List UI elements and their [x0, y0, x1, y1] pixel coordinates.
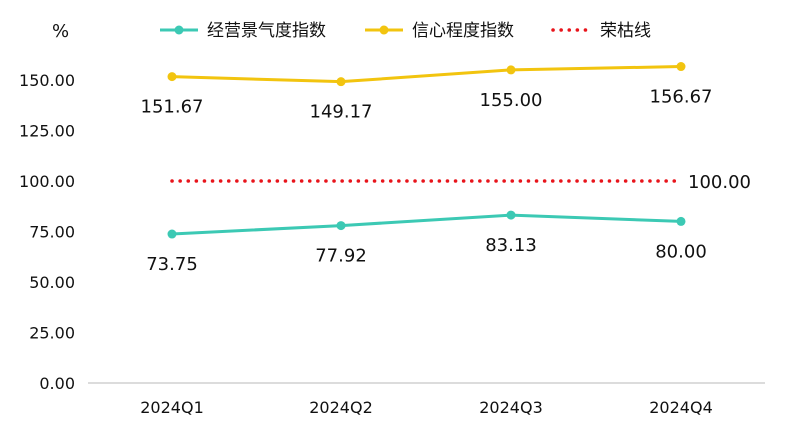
- y-tick-label: 75.00: [29, 223, 75, 242]
- data-point: [336, 221, 346, 231]
- x-tick-label: 2024Q1: [140, 398, 204, 417]
- series-layer: [167, 62, 686, 239]
- y-tick-label: 125.00: [19, 122, 75, 141]
- legend-marker: [174, 25, 184, 35]
- data-point: [336, 77, 346, 87]
- y-axis: 0.00 25.00 50.00 75.00 100.00 125.00 150.00: [19, 71, 75, 393]
- data-label: 83.13: [485, 235, 537, 256]
- series-line-jingying: [171, 213, 682, 236]
- data-label: 149.17: [310, 102, 373, 123]
- data-label: 73.75: [146, 254, 198, 275]
- data-point: [676, 216, 686, 226]
- data-label: 156.67: [650, 87, 713, 108]
- y-tick-label: 25.00: [29, 324, 75, 343]
- y-unit-label: %: [52, 21, 69, 42]
- x-axis: 2024Q1 2024Q2 2024Q3 2024Q4: [140, 398, 713, 417]
- data-point: [676, 62, 686, 72]
- y-tick-label: 50.00: [29, 273, 75, 292]
- data-labels: 73.75 77.92 83.13 80.00 151.67 149.17 155.00 15…: [141, 87, 751, 275]
- x-tick-label: 2024Q3: [479, 398, 543, 417]
- data-label: 151.67: [141, 97, 204, 118]
- data-label: 80.00: [655, 241, 707, 262]
- series-line-xinxin: [171, 65, 682, 84]
- legend-label: 荣枯线: [600, 21, 651, 41]
- legend-label: 信心程度指数: [412, 21, 514, 41]
- y-tick-label: 150.00: [19, 71, 75, 90]
- data-label: 155.00: [480, 90, 543, 111]
- x-tick-label: 2024Q2: [309, 398, 373, 417]
- data-point: [167, 229, 177, 239]
- data-point: [506, 210, 516, 220]
- x-tick-label: 2024Q4: [649, 398, 713, 417]
- data-point: [167, 72, 177, 82]
- data-label: 100.00: [688, 172, 751, 193]
- legend-label: 经营景气度指数: [207, 21, 326, 41]
- data-point: [506, 65, 516, 75]
- y-tick-label: 0.00: [39, 374, 75, 393]
- y-tick-label: 100.00: [19, 172, 75, 191]
- legend: 经营景气度指数 信心程度指数 荣枯线: [160, 21, 651, 41]
- data-label: 77.92: [315, 246, 367, 267]
- legend-marker: [379, 25, 389, 35]
